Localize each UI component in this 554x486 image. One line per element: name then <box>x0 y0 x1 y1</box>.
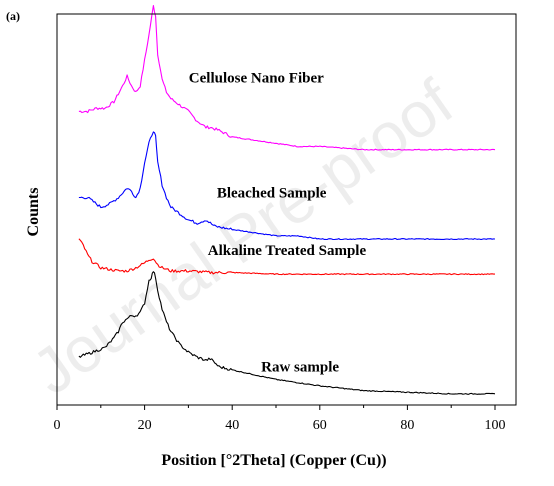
panel-label: (a) <box>6 9 20 23</box>
series-label-1: Cellulose Nano Fiber <box>189 71 324 87</box>
series-line-4 <box>78 271 496 395</box>
plot-frame <box>56 13 517 406</box>
x-tick-label-4: 60 <box>313 418 327 433</box>
series-label-2: Bleached Sample <box>217 186 327 202</box>
series-label-layer: Cellulose Nano Fiber Bleached Sample Alkal… <box>189 71 367 376</box>
watermark: Journal Pre-proof <box>19 66 466 409</box>
series-line-2 <box>78 131 496 241</box>
x-tick-label-6: 100 <box>485 418 506 433</box>
series-layer <box>78 5 496 395</box>
series-line-3 <box>78 238 495 276</box>
x-axis-title: Position [°2Theta] (Copper (Cu)) <box>161 452 386 469</box>
axes-layer: 0 20 40 60 80 100 <box>54 13 517 433</box>
x-tick-label-5: 80 <box>400 418 414 433</box>
series-line-1 <box>78 5 496 151</box>
x-tick-label-1: 0 <box>54 418 61 433</box>
x-tick-label-3: 40 <box>225 418 239 433</box>
y-axis-title: Counts <box>25 188 42 237</box>
x-tick-label-2: 20 <box>138 418 152 433</box>
series-label-3: Alkaline Treated Sample <box>208 243 367 259</box>
series-label-4: Raw sample <box>261 359 339 375</box>
